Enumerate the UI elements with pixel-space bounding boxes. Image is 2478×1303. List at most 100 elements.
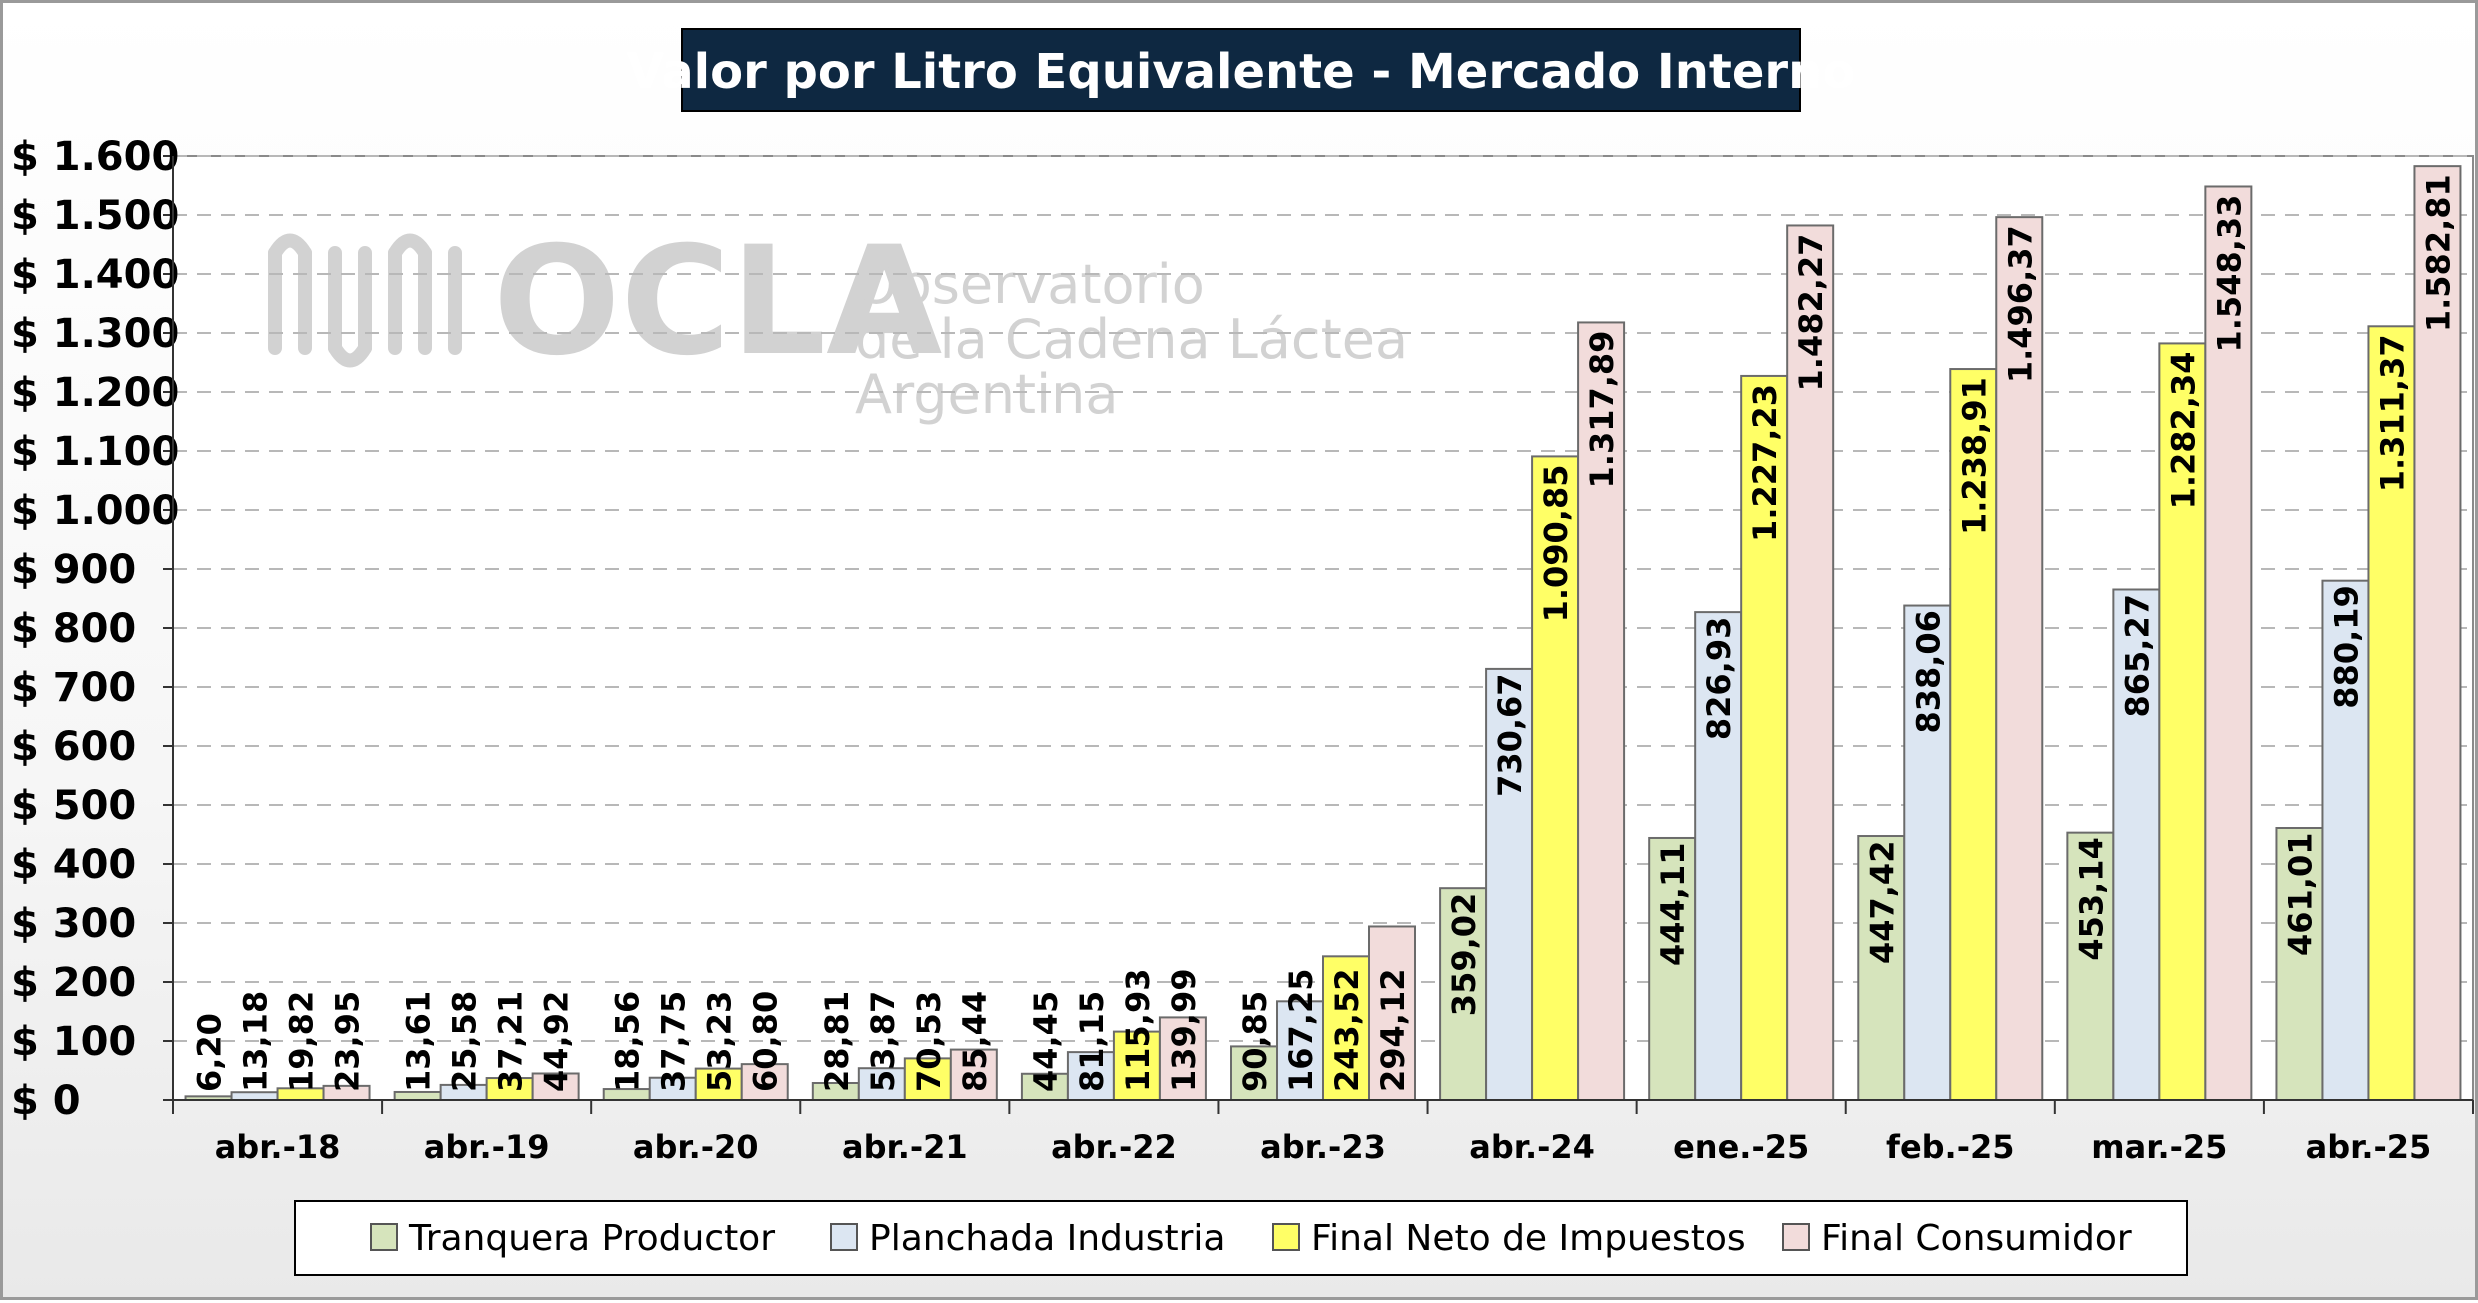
data-label: 18,56: [609, 991, 647, 1092]
data-label: 85,44: [956, 991, 994, 1092]
bar: [1786, 224, 1835, 1101]
data-label: 1.548,33: [2210, 195, 2248, 353]
y-tick-label: $ 1.100: [11, 429, 179, 475]
data-label: 37,75: [655, 991, 693, 1092]
x-axis: abr.-18 abr.-19 abr.-20 abr.-21 abr.-22 abr.-…: [172, 1099, 2474, 1166]
legend-label: Final Neto de Impuestos: [1311, 1218, 1746, 1259]
bar: [1112, 1030, 1161, 1102]
data-label: 243,52: [1328, 969, 1366, 1092]
y-axis: $ 0 $ 100 $ 200 $ 300 $ 400 $ 500 $ 600 $ 700 $ …: [11, 134, 179, 1124]
legend-swatch: [370, 1223, 398, 1251]
bar: [1066, 1051, 1115, 1101]
bar: [1230, 1045, 1278, 1102]
bar: [393, 1090, 442, 1101]
y-tick-label: $ 1.600: [11, 134, 179, 180]
legend-swatch: [1782, 1223, 1810, 1251]
x-tick-label: mar.-25: [2091, 1128, 2227, 1166]
ocla-watermark: OCLA Observatorio de la Cadena Láctea Ar…: [268, 215, 1408, 426]
ocla-logo-icon: [268, 233, 462, 368]
watermark-line-1: Observatorio: [855, 253, 1205, 316]
x-tick-label: abr.-22: [1051, 1128, 1177, 1166]
data-label: 70,53: [910, 991, 948, 1092]
watermark-logo-text: OCLA: [493, 215, 942, 389]
x-tick-label: feb.-25: [1886, 1128, 2015, 1166]
y-tick-label: $ 1.000: [11, 488, 179, 534]
bar: [2204, 185, 2253, 1102]
x-tick-label: abr.-25: [2306, 1128, 2432, 1166]
data-label: 28,81: [818, 991, 856, 1092]
data-label: 6,20: [191, 1013, 229, 1092]
chart-title-box: [681, 28, 1801, 112]
data-label: 730,67: [1491, 673, 1529, 796]
legend-label: Planchada Industria: [869, 1218, 1225, 1259]
y-tick-label: $ 100: [11, 1019, 136, 1065]
bar: [1995, 216, 2044, 1101]
data-label: 167,25: [1282, 969, 1320, 1092]
x-tick-label: abr.-20: [633, 1128, 759, 1166]
bar: [1368, 925, 1416, 1101]
data-label: 1.317,89: [1583, 331, 1621, 489]
watermark-line-3: Argentina: [855, 363, 1118, 426]
bar: [1485, 667, 1534, 1102]
data-label: 81,15: [1073, 991, 1111, 1092]
data-label: 826,93: [1700, 617, 1738, 740]
data-label: 1.227,23: [1746, 384, 1784, 542]
bar: [949, 1048, 998, 1102]
bar: [230, 1091, 279, 1101]
legend-label: Tranquera Productor: [408, 1218, 775, 1259]
bar: [1857, 835, 1906, 1102]
data-label: 1.582,81: [2419, 174, 2457, 332]
data-label: 53,23: [701, 991, 739, 1092]
bar: [2413, 165, 2462, 1102]
data-label: 1.311,37: [2373, 334, 2411, 492]
data-label: 880,19: [2327, 585, 2365, 708]
data-label: 23,95: [329, 991, 367, 1092]
bar: [1158, 1016, 1207, 1101]
y-tick-label: $ 200: [11, 960, 136, 1006]
x-tick-label: abr.-18: [215, 1128, 341, 1166]
y-tick-label: $ 700: [11, 665, 136, 711]
data-label: 13,18: [237, 991, 275, 1092]
data-label: 19,82: [283, 991, 321, 1092]
chart-canvas: Valor por Litro Equivalente - Mercado In…: [11, 28, 2474, 1276]
data-label: 1.496,37: [2001, 225, 2039, 383]
data-label: 44,45: [1027, 991, 1065, 1092]
legend-swatch: [830, 1223, 858, 1251]
data-label: 1.090,85: [1537, 464, 1575, 622]
data-label: 1.482,27: [1792, 234, 1830, 392]
y-tick-label: $ 600: [11, 724, 136, 770]
y-tick-label: $ 1.500: [11, 193, 179, 239]
data-label: 90,85: [1236, 991, 1274, 1092]
bars: [184, 165, 2462, 1102]
data-label: 447,42: [1863, 841, 1901, 964]
data-label: 44,92: [538, 991, 576, 1092]
legend: Tranquera Productor Planchada Industria Fi…: [370, 1218, 2132, 1259]
data-label: 461,01: [2281, 833, 2319, 956]
data-label: 294,12: [1374, 969, 1412, 1092]
x-tick-label: abr.-24: [1469, 1128, 1595, 1166]
y-tick-label: $ 1.200: [11, 370, 179, 416]
x-tick-label: ene.-25: [1673, 1128, 1809, 1166]
y-tick-label: $ 1.300: [11, 311, 179, 357]
y-tick-label: $ 500: [11, 783, 136, 829]
legend-swatch: [1272, 1223, 1300, 1251]
bar: [2158, 342, 2207, 1102]
data-label: 139,99: [1165, 969, 1203, 1092]
data-label: 1.238,91: [1955, 377, 1993, 535]
y-tick-label: $ 400: [11, 842, 136, 888]
bar: [2275, 827, 2324, 1101]
y-tick-label: $ 300: [11, 901, 136, 947]
y-tick-label: $ 1.400: [11, 252, 179, 298]
data-label: 37,21: [492, 991, 530, 1092]
data-label: 25,58: [446, 991, 484, 1092]
data-label: 453,14: [2072, 837, 2110, 960]
data-label: 838,06: [1909, 610, 1947, 733]
bar: [2367, 325, 2416, 1101]
legend-label: Final Consumidor: [1821, 1218, 2132, 1259]
data-label: 60,80: [747, 991, 785, 1092]
bar: [1903, 604, 1952, 1102]
bar: [857, 1067, 906, 1101]
data-labels: 6,20 13,18 19,82 23,95 13,61 25,58 37,21 44,92 1…: [191, 174, 2458, 1092]
watermark-line-2: de la Cadena Láctea: [855, 308, 1408, 371]
